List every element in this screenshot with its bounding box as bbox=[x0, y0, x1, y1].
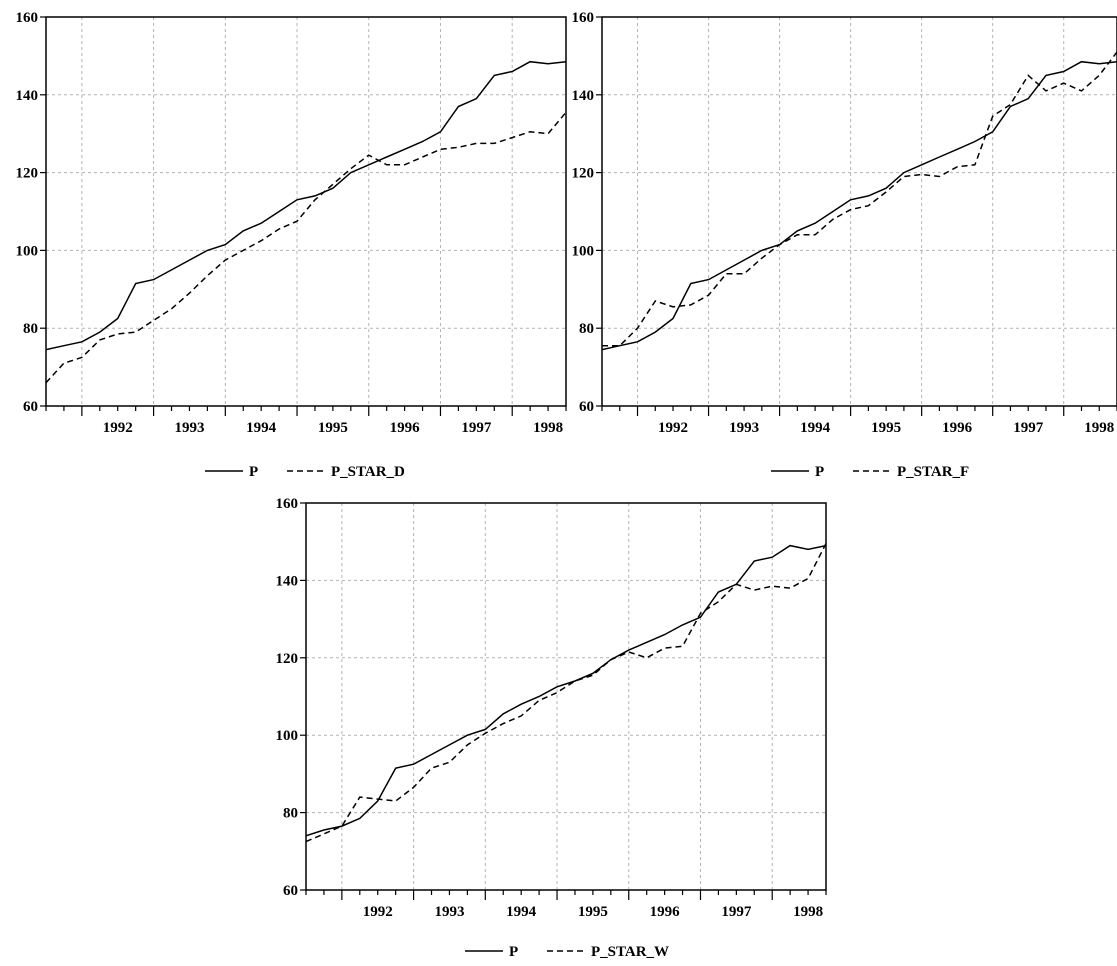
legend-label: P_STAR_F bbox=[897, 464, 969, 480]
x-tick-label: 1995 bbox=[318, 420, 348, 436]
x-tick-label: 1992 bbox=[363, 904, 393, 920]
chart-panel-1: 60 80 100 120 140 160 1992 1993 1994 1995 1996 1997… bbox=[16, 10, 567, 480]
legend: P P_STAR_D bbox=[205, 464, 405, 480]
x-tick-label: 1997 bbox=[461, 420, 492, 436]
x-tick-label: 1992 bbox=[658, 420, 688, 436]
plot-frame bbox=[305, 502, 827, 891]
x-tick-label: 1993 bbox=[434, 904, 464, 920]
series-line-p bbox=[602, 60, 1117, 351]
y-tick-label: 160 bbox=[572, 10, 595, 26]
x-tick-label: 1995 bbox=[871, 420, 901, 436]
x-tick-label: 1994 bbox=[506, 904, 537, 920]
legend: P P_STAR_F bbox=[771, 464, 969, 480]
y-tick-label: 140 bbox=[572, 88, 595, 104]
x-tick-label: 1996 bbox=[942, 420, 973, 436]
y-tick-label: 140 bbox=[16, 88, 39, 104]
legend-label: P bbox=[815, 464, 824, 480]
y-tick-label: 120 bbox=[572, 166, 595, 182]
y-tick-label: 80 bbox=[23, 321, 38, 337]
y-tick-label: 160 bbox=[276, 496, 299, 512]
x-tick-label: 1993 bbox=[729, 420, 759, 436]
legend-label: P_STAR_D bbox=[331, 464, 405, 480]
series-line-p-star-f bbox=[602, 51, 1117, 347]
x-tick-label: 1998 bbox=[533, 420, 563, 436]
y-tick-label: 80 bbox=[283, 806, 298, 822]
x-tick-label: 1997 bbox=[721, 904, 752, 920]
legend-label: P_STAR_W bbox=[591, 944, 669, 960]
y-tick-label: 100 bbox=[276, 728, 299, 744]
x-tick-label: 1998 bbox=[793, 904, 823, 920]
y-tick-label: 120 bbox=[16, 166, 39, 182]
series-line-p-star-w bbox=[306, 543, 826, 843]
y-tick-label: 160 bbox=[16, 10, 39, 26]
y-tick-label: 100 bbox=[572, 243, 595, 259]
series-line-p bbox=[306, 544, 826, 837]
x-tick-label: 1994 bbox=[800, 420, 831, 436]
x-tick-label: 1995 bbox=[578, 904, 608, 920]
x-tick-label: 1997 bbox=[1013, 420, 1044, 436]
x-tick-label: 1996 bbox=[650, 904, 681, 920]
chart-panel-3: 60 80 100 120 140 160 1992 1993 1994 1995 1996 1997… bbox=[276, 496, 827, 960]
x-tick-label: 1998 bbox=[1084, 420, 1114, 436]
plot-frame bbox=[601, 16, 1117, 407]
y-tick-label: 80 bbox=[579, 321, 594, 337]
y-tick-label: 120 bbox=[276, 651, 299, 667]
legend: P P_STAR_W bbox=[465, 944, 669, 960]
y-tick-label: 60 bbox=[283, 883, 298, 899]
x-tick-label: 1994 bbox=[246, 420, 277, 436]
x-tick-label: 1996 bbox=[390, 420, 421, 436]
plot-frame bbox=[45, 16, 567, 407]
x-tick-label: 1992 bbox=[103, 420, 133, 436]
x-tick-label: 1993 bbox=[174, 420, 204, 436]
y-tick-label: 60 bbox=[23, 399, 38, 415]
series-line-p-star-d bbox=[46, 111, 566, 384]
chart-panel-2: 60 80 100 120 140 160 1992 1993 1994 1995 1996 1997… bbox=[572, 10, 1117, 480]
y-tick-label: 140 bbox=[276, 573, 299, 589]
legend-label: P bbox=[509, 944, 518, 960]
y-tick-label: 60 bbox=[579, 399, 594, 415]
legend-label: P bbox=[249, 464, 258, 480]
series-line-p bbox=[46, 60, 566, 351]
y-tick-label: 100 bbox=[16, 243, 39, 259]
